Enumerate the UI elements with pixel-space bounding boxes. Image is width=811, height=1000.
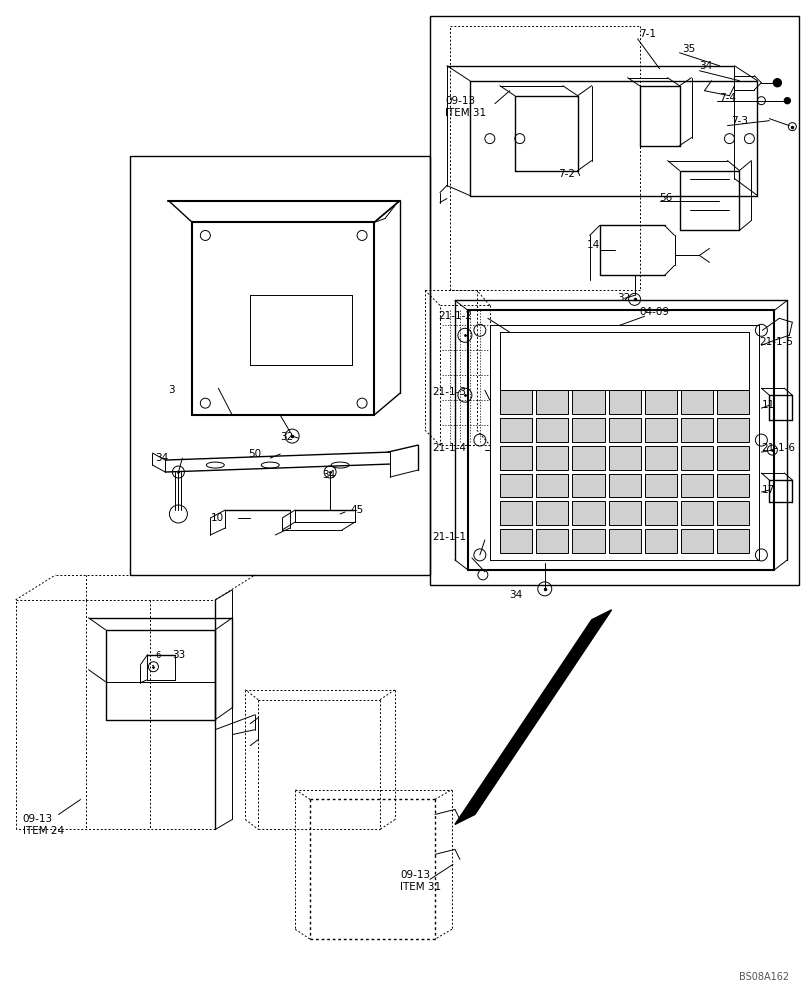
- Text: 33: 33: [172, 650, 186, 660]
- Bar: [500, 446, 531, 470]
- Bar: [716, 418, 749, 442]
- Bar: [535, 501, 568, 525]
- Circle shape: [772, 79, 780, 87]
- Text: 45: 45: [350, 505, 363, 515]
- Text: 7-2: 7-2: [557, 169, 574, 179]
- Text: ITEM 31: ITEM 31: [400, 882, 440, 892]
- Bar: [607, 529, 640, 553]
- Text: 34: 34: [322, 470, 335, 480]
- Text: ITEM 31: ITEM 31: [444, 108, 486, 118]
- Text: 09-13: 09-13: [23, 814, 53, 824]
- Bar: [644, 446, 676, 470]
- Bar: [607, 418, 640, 442]
- Bar: [131, 156, 430, 575]
- Bar: [680, 390, 712, 414]
- Bar: [500, 474, 531, 497]
- Bar: [500, 529, 531, 553]
- Bar: [680, 474, 712, 497]
- Text: 6: 6: [155, 651, 161, 660]
- Bar: [644, 501, 676, 525]
- Text: 10: 10: [210, 513, 223, 523]
- Bar: [680, 446, 712, 470]
- Text: ITEM 24: ITEM 24: [23, 826, 64, 836]
- Text: 09-13: 09-13: [400, 870, 430, 880]
- Bar: [500, 418, 531, 442]
- Bar: [716, 529, 749, 553]
- Bar: [607, 446, 640, 470]
- Circle shape: [783, 98, 789, 104]
- Bar: [500, 501, 531, 525]
- Bar: [644, 418, 676, 442]
- Bar: [535, 446, 568, 470]
- Bar: [716, 501, 749, 525]
- Bar: [535, 418, 568, 442]
- Text: 09-13: 09-13: [444, 96, 474, 106]
- Bar: [572, 446, 603, 470]
- Bar: [572, 501, 603, 525]
- Text: 21-1-5: 21-1-5: [758, 337, 792, 347]
- Bar: [680, 529, 712, 553]
- Text: 34: 34: [698, 61, 712, 71]
- Text: 21-1-1: 21-1-1: [431, 532, 466, 542]
- Text: BS08A162: BS08A162: [738, 972, 788, 982]
- Bar: [572, 529, 603, 553]
- Text: 7-1: 7-1: [639, 29, 656, 39]
- Text: 32: 32: [617, 293, 630, 303]
- Polygon shape: [454, 610, 611, 824]
- Bar: [535, 474, 568, 497]
- Text: 14: 14: [586, 240, 599, 250]
- Bar: [607, 474, 640, 497]
- Text: 04-09: 04-09: [639, 307, 669, 317]
- Bar: [644, 529, 676, 553]
- Text: 21-1-4: 21-1-4: [431, 443, 466, 453]
- Bar: [535, 390, 568, 414]
- Text: 21-1-3: 21-1-3: [431, 387, 466, 397]
- Bar: [716, 390, 749, 414]
- Text: 34: 34: [155, 453, 169, 463]
- Text: 21-1-2: 21-1-2: [437, 311, 471, 321]
- Text: 21-1-6: 21-1-6: [761, 443, 795, 453]
- Text: 34: 34: [508, 590, 521, 600]
- Bar: [572, 418, 603, 442]
- Bar: [572, 474, 603, 497]
- Bar: [607, 501, 640, 525]
- Bar: [644, 474, 676, 497]
- Text: 35: 35: [682, 44, 695, 54]
- Text: 56: 56: [659, 193, 672, 203]
- Text: 32: 32: [280, 432, 293, 442]
- Bar: [680, 418, 712, 442]
- Text: 3: 3: [168, 385, 175, 395]
- Bar: [716, 446, 749, 470]
- Text: 50: 50: [248, 449, 261, 459]
- Bar: [535, 529, 568, 553]
- Bar: [572, 390, 603, 414]
- Text: 11: 11: [761, 400, 774, 410]
- Text: 7-4: 7-4: [719, 93, 736, 103]
- Bar: [644, 390, 676, 414]
- Text: 7-3: 7-3: [731, 116, 748, 126]
- Bar: [680, 501, 712, 525]
- Bar: [716, 474, 749, 497]
- Bar: [430, 16, 798, 585]
- Text: 17: 17: [761, 485, 774, 495]
- Bar: [500, 390, 531, 414]
- Bar: [607, 390, 640, 414]
